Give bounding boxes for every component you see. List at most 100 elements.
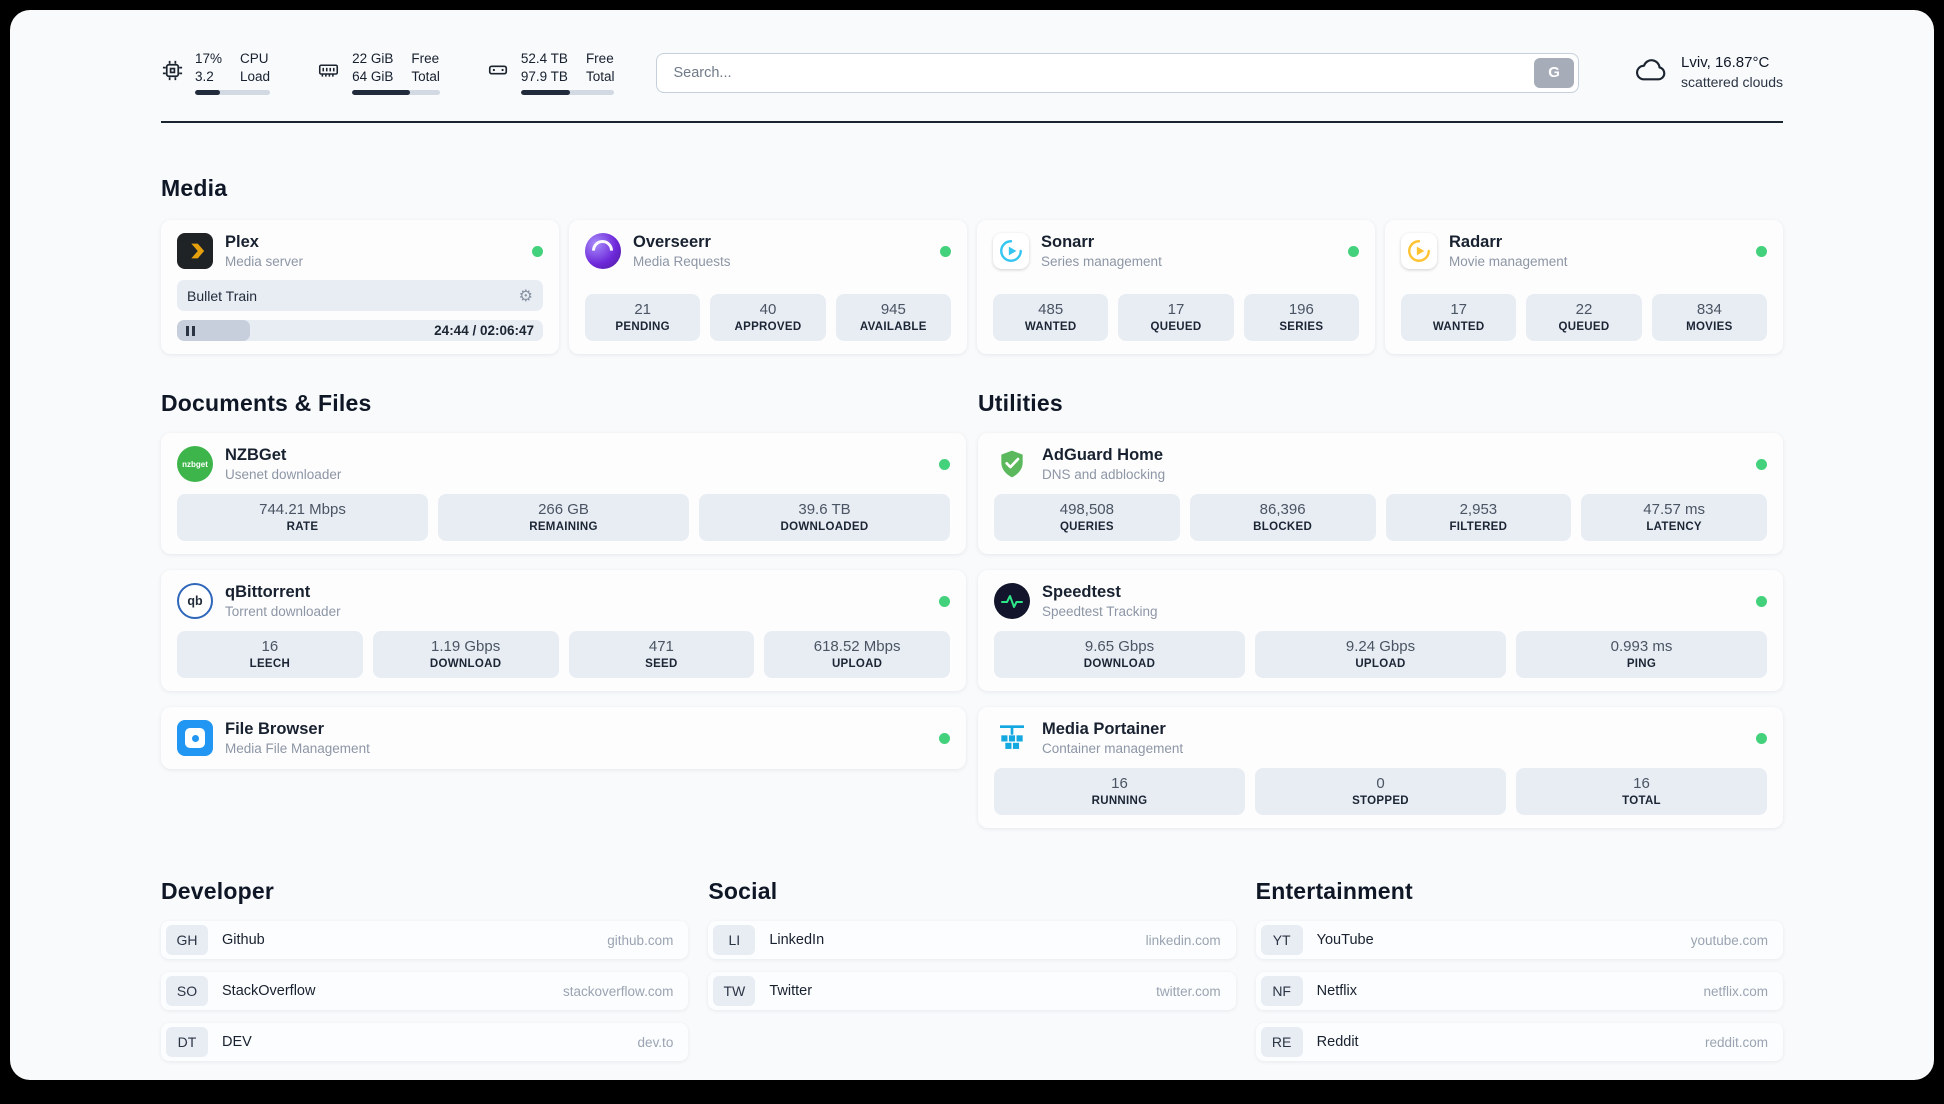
- weather-widget: Lviv, 16.87°C scattered clouds: [1631, 53, 1783, 92]
- bookmark-domain: dev.to: [637, 1034, 674, 1050]
- bookmark-netflix[interactable]: NF Netflix netflix.com: [1255, 972, 1783, 1011]
- app-description: Usenet downloader: [225, 467, 342, 483]
- stat-value: 16: [1111, 775, 1128, 793]
- app-card-filebrowser[interactable]: File Browser Media File Management: [161, 707, 966, 770]
- bookmark-linkedin[interactable]: LI LinkedIn linkedin.com: [708, 921, 1236, 960]
- stat-label: REMAINING: [529, 521, 598, 534]
- section-media: Media Plex Media server: [161, 175, 1783, 355]
- app-card-nzbget[interactable]: nzbget NZBGet Usenet downloader 744.21 M…: [161, 433, 966, 555]
- total-label: Total: [585, 68, 615, 84]
- nzbget-icon: nzbget: [177, 446, 213, 483]
- bookmark-name: Reddit: [1316, 1034, 1359, 1051]
- bookmark-stackoverflow[interactable]: SO StackOverflow stackoverflow.com: [161, 972, 689, 1011]
- app-card-overseerr[interactable]: Overseerr Media Requests 21 PENDING 40 A…: [569, 220, 967, 355]
- search-input[interactable]: [656, 52, 1580, 93]
- pause-icon[interactable]: [186, 325, 195, 336]
- bookmark-abbr: DT: [166, 1027, 208, 1058]
- status-dot: [1756, 458, 1767, 470]
- memory-progress-bar: [352, 90, 440, 96]
- app-name: qBittorrent: [225, 583, 311, 602]
- qbittorrent-icon: qb: [177, 583, 213, 620]
- memory-icon: [316, 60, 341, 86]
- stat-label: UPLOAD: [1355, 658, 1406, 671]
- bookmark-name: Github: [222, 932, 265, 949]
- stat-value: 9.24 Gbps: [1345, 638, 1416, 656]
- app-card-portainer[interactable]: Media Portainer Container management 16 …: [978, 707, 1783, 829]
- cpu-label: CPU: [240, 51, 269, 66]
- stat-label: DOWNLOAD: [1083, 658, 1156, 671]
- bookmark-name: Netflix: [1316, 983, 1357, 1000]
- overseerr-icon: [585, 233, 621, 270]
- stat-available: 945 AVAILABLE: [835, 294, 951, 342]
- section-title-media: Media: [161, 175, 228, 202]
- stat-value: 17: [1450, 301, 1467, 319]
- stat-queued: 17 QUEUED: [1118, 294, 1234, 342]
- stat-filtered: 2,953 FILTERED: [1385, 494, 1572, 542]
- app-name: File Browser: [225, 720, 325, 739]
- load-label: Load: [240, 68, 271, 84]
- bookmarks-developer: Developer GH Github github.com SO StackO…: [161, 878, 689, 1062]
- memory-progress-fill: [352, 90, 411, 96]
- stat-leech: 16 LEECH: [177, 631, 363, 679]
- bookmark-dev[interactable]: DT DEV dev.to: [161, 1023, 689, 1062]
- app-card-radarr[interactable]: Radarr Movie management 17 WANTED 22 QUE…: [1385, 220, 1783, 355]
- app-card-speedtest[interactable]: Speedtest Speedtest Tracking 9.65 Gbps D…: [978, 570, 1783, 692]
- cpu-progress-fill: [195, 90, 220, 96]
- bookmark-domain: youtube.com: [1690, 932, 1768, 948]
- bookmark-name: StackOverflow: [222, 983, 316, 1000]
- app-card-plex[interactable]: Plex Media server Bullet Train ⚙ 24:44 /…: [161, 220, 559, 355]
- stat-label: RATE: [286, 521, 319, 534]
- bookmark-name: YouTube: [1316, 932, 1374, 949]
- stat-queries: 498,508 QUERIES: [994, 494, 1180, 542]
- playback-progress-fill: [177, 320, 251, 342]
- search-provider-button[interactable]: G: [1534, 57, 1575, 88]
- disk-progress-bar: [520, 90, 615, 96]
- dashboard-panel: 17% 3.2 CPU Load: [10, 10, 1934, 1080]
- app-description: Movie management: [1449, 254, 1568, 270]
- section-documents: Documents & Files nzbget NZBGet Usenet d…: [161, 390, 966, 828]
- status-dot: [1756, 732, 1767, 744]
- stat-label: TOTAL: [1622, 795, 1661, 808]
- app-card-adguard[interactable]: AdGuard Home DNS and adblocking 498,508 …: [978, 433, 1783, 555]
- status-dot: [532, 245, 543, 257]
- stat-value: 21: [634, 301, 651, 319]
- stat-value: 744.21 Mbps: [259, 501, 346, 519]
- disk-icon: [486, 59, 510, 86]
- stat-value: 471: [648, 638, 674, 656]
- section-title-social: Social: [708, 878, 778, 905]
- bookmark-twitter[interactable]: TW Twitter twitter.com: [708, 972, 1236, 1011]
- stat-queued: 22 QUEUED: [1526, 294, 1642, 342]
- playback-progress-bar[interactable]: 24:44 / 02:06:47: [177, 320, 543, 342]
- stat-series: 196 SERIES: [1243, 294, 1359, 342]
- gear-icon[interactable]: ⚙: [518, 286, 533, 306]
- status-dot: [940, 245, 951, 257]
- app-card-qbittorrent[interactable]: qb qBittorrent Torrent downloader 16: [161, 570, 966, 692]
- bookmark-github[interactable]: GH Github github.com: [161, 921, 689, 960]
- weather-condition: scattered clouds: [1681, 74, 1783, 91]
- bookmark-youtube[interactable]: YT YouTube youtube.com: [1255, 921, 1783, 960]
- app-card-sonarr[interactable]: Sonarr Series management 485 WANTED 17 Q…: [977, 220, 1375, 355]
- qbittorrent-logo-text: qb: [187, 594, 203, 609]
- stat-blocked: 86,396 BLOCKED: [1189, 494, 1376, 542]
- app-name: Speedtest: [1042, 583, 1121, 602]
- stat-value: 2,953: [1459, 501, 1498, 519]
- status-dot: [939, 458, 950, 470]
- bookmark-name: Twitter: [769, 983, 813, 1000]
- stat-label: LEECH: [249, 658, 291, 671]
- section-title-developer: Developer: [161, 878, 275, 905]
- stat-label: UPLOAD: [831, 658, 883, 671]
- header: 17% 3.2 CPU Load: [161, 10, 1783, 96]
- bookmark-reddit[interactable]: RE Reddit reddit.com: [1255, 1023, 1783, 1062]
- app-description: DNS and adblocking: [1042, 467, 1166, 483]
- stat-value: 16: [1633, 775, 1650, 793]
- stat-label: DOWNLOADED: [780, 521, 869, 534]
- stat-download: 1.19 Gbps DOWNLOAD: [372, 631, 559, 679]
- resource-widgets: 17% 3.2 CPU Load: [161, 50, 615, 96]
- stat-value: 485: [1038, 301, 1064, 319]
- stat-rate: 744.21 Mbps RATE: [177, 494, 428, 542]
- plex-icon: [177, 233, 213, 270]
- stat-label: LATENCY: [1646, 521, 1702, 534]
- section-title-documents: Documents & Files: [161, 390, 372, 417]
- now-playing-bar: Bullet Train ⚙: [177, 280, 543, 312]
- stat-seed: 471 SEED: [568, 631, 755, 679]
